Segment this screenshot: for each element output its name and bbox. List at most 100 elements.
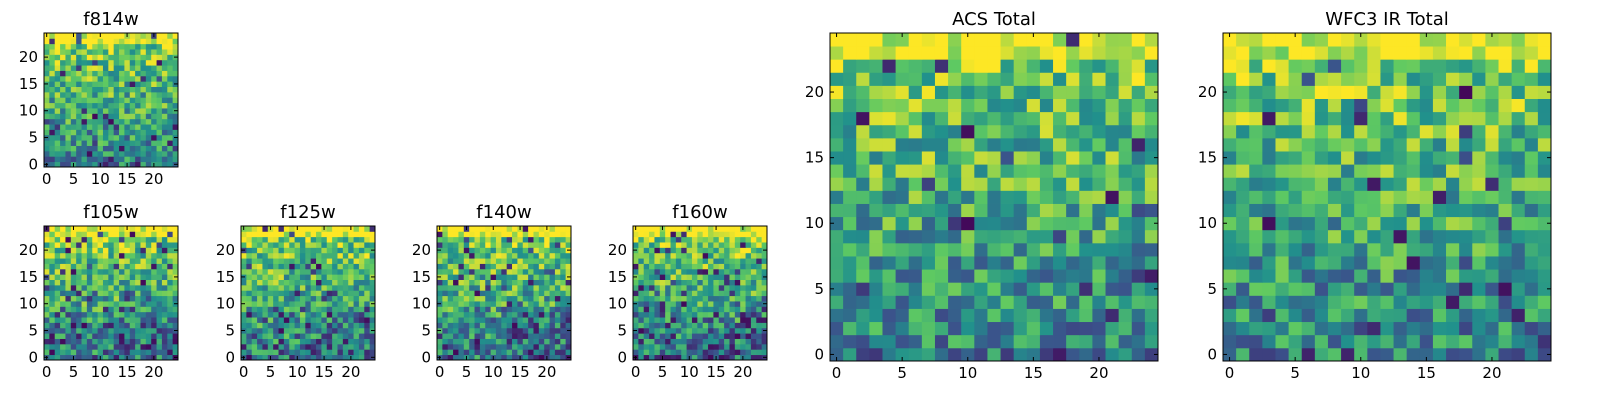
heatmap-cell [145,295,152,302]
heatmap-cell [495,236,502,243]
heatmap-cell [70,59,77,66]
heatmap-cell [882,137,896,152]
heatmap-cell [267,258,274,264]
heatmap-cell [921,203,936,218]
heatmap-cell [734,284,741,291]
heatmap-cell [463,322,470,329]
heatmap-cell [156,268,163,275]
heatmap-cell [734,290,741,297]
heatmap-cell [1144,203,1159,218]
heatmap-cell [337,338,344,345]
heatmap-cell [458,247,465,254]
heatmap-cell [974,229,988,244]
heatmap-cell [92,301,98,307]
heatmap-cell [538,258,545,264]
heatmap-cell [1380,321,1394,336]
heatmap-cell [1406,334,1421,349]
heatmap-cell [1459,124,1473,139]
y-tick-label: 15 [19,268,38,286]
heatmap-cell [161,236,168,243]
heatmap-cell [92,124,98,130]
heatmap-cell [761,263,768,270]
heatmap-cell [869,282,883,296]
heatmap-cell [686,242,693,248]
heatmap-cell [1118,216,1133,231]
heatmap-cell [145,301,152,307]
heatmap-cell [1498,85,1513,99]
heatmap-cell [251,311,258,318]
heatmap-cell [1314,308,1329,323]
heatmap-cell [140,252,147,259]
heatmap-cell [92,258,98,264]
heatmap-cell [1432,229,1447,244]
heatmap-cell [167,322,174,329]
heatmap-cell [469,274,475,280]
heatmap-cell [60,134,66,141]
heatmap-cell [92,108,98,114]
heatmap-cell [921,151,936,165]
heatmap-cell [1419,124,1434,139]
heatmap-cell [151,124,157,130]
heatmap-cell [172,49,179,55]
heatmap-cell [495,268,502,275]
heatmap-cell [70,43,77,50]
heatmap-cell [167,91,174,98]
heatmap-cell [633,290,639,297]
heatmap-cell [565,258,572,264]
heatmap-cell [708,343,714,350]
heatmap-cell [348,349,354,356]
heatmap-cell [729,338,736,345]
heatmap-cell [702,306,709,313]
heatmap-cell [756,252,763,259]
heatmap-cell [305,311,312,318]
heatmap-cell [369,311,376,318]
heatmap-cell [463,268,470,275]
heatmap-cell [70,317,77,323]
heatmap-cell [649,268,655,275]
heatmap-cell [1275,164,1289,178]
heatmap-cell [151,43,157,50]
heatmap-cell [348,306,354,313]
heatmap-cell [246,354,253,361]
heatmap-cell [119,338,125,345]
heatmap-cell [119,258,125,264]
heatmap-cell [102,226,109,232]
heatmap-cell [479,242,486,248]
heatmap-cell [54,150,61,157]
heatmap-cell [44,258,50,264]
heatmap-cell [1446,229,1460,244]
heatmap-cell [1459,177,1473,191]
heatmap-cell [495,242,502,248]
heatmap-cell [342,263,349,270]
heatmap-cell [108,75,115,82]
heatmap-cell [490,322,497,329]
heatmap-cell [1537,334,1552,349]
heatmap-cell [533,279,540,286]
heatmap-cell [251,226,258,232]
heatmap-cell [1079,334,1093,349]
heatmap-cell [81,338,88,345]
heatmap-cell [151,247,157,254]
heatmap-cell [151,49,157,55]
heatmap-cell [882,177,896,191]
heatmap-cell [479,333,486,339]
heatmap-cell [332,274,338,280]
heatmap-cell [869,308,883,323]
heatmap-cell [1419,111,1434,126]
heatmap-cell [102,268,109,275]
heatmap-cell [102,33,109,39]
heatmap-cell [961,124,975,139]
heatmap-cell [697,284,704,291]
heatmap-cell [1393,308,1408,323]
heatmap-cell [708,279,714,286]
heatmap-cell [750,317,757,323]
heatmap-cell [140,317,147,323]
heatmap-cell [528,252,534,259]
heatmap-cell [1026,190,1041,204]
heatmap-cell [474,268,481,275]
heatmap-cell [533,317,540,323]
heatmap-cell [1288,111,1303,126]
heatmap-cell [70,258,77,264]
heatmap-cell [172,113,179,120]
heatmap-cell [437,343,443,350]
